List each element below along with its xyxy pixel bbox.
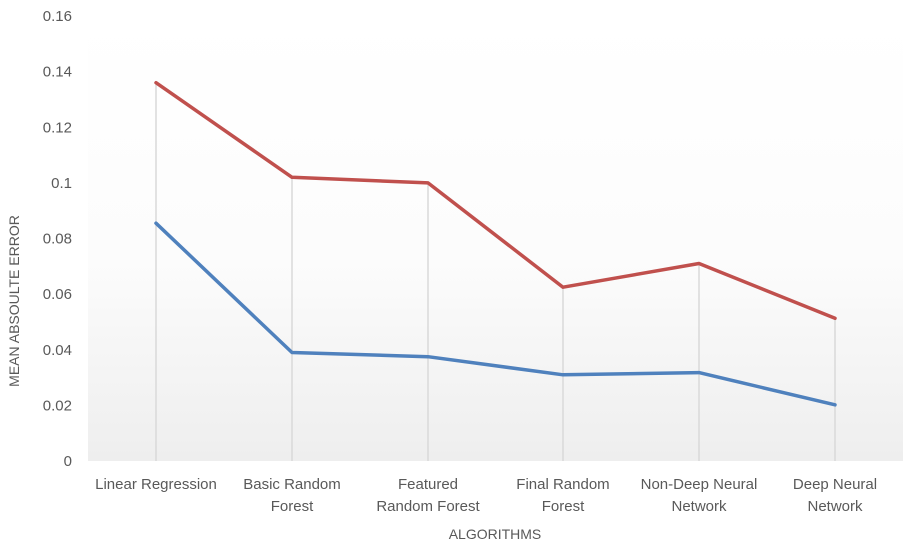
- series-line-2: [154, 221, 837, 407]
- x-tick-label: Linear Regression: [95, 476, 217, 493]
- x-tick-label: Featured Random Forest: [376, 476, 480, 515]
- y-tick-label: 0.14: [43, 64, 72, 81]
- y-axis-title: MEAN ABSOULTE ERROR: [6, 215, 22, 387]
- y-tick-label: 0.12: [43, 119, 72, 136]
- y-tick-label: 0.08: [43, 231, 72, 248]
- plot-area: [88, 16, 903, 461]
- y-tick-label: 0.1: [51, 175, 72, 192]
- y-tick-label: 0.06: [43, 286, 72, 303]
- y-tick-label: 0.02: [43, 397, 72, 414]
- y-tick-label: 0: [64, 453, 72, 470]
- y-tick-label: 0.16: [43, 8, 72, 25]
- x-tick-label: Non-Deep Neural Network: [641, 476, 758, 515]
- x-tick-label: Basic Random Forest: [243, 476, 341, 515]
- x-axis-title: ALGORITHMS: [449, 526, 542, 542]
- x-tick-label: Final Random Forest: [516, 476, 609, 515]
- series-line-1: [154, 80, 837, 321]
- y-tick-label: 0.04: [43, 342, 72, 359]
- x-tick-label: Deep Neural Network: [793, 476, 877, 515]
